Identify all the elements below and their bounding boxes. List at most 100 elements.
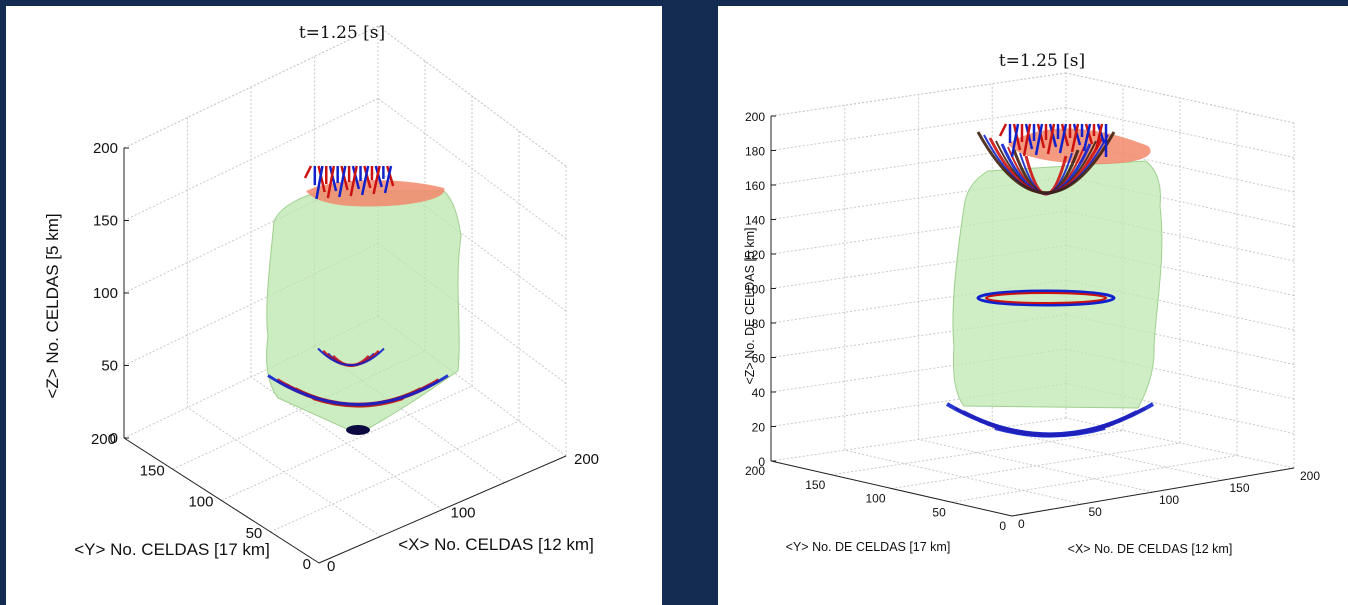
z-tick-label: 100 xyxy=(93,285,118,302)
zlabel-right: <Z> No. DE CELDAS [5 km] xyxy=(743,228,757,385)
y-axis xyxy=(123,437,320,564)
y-tick-label: 100 xyxy=(188,494,213,511)
y-tick-label: 100 xyxy=(865,492,885,506)
z-tick-label: 200 xyxy=(93,140,118,157)
wall-grid-h xyxy=(123,170,379,294)
x-tick-label: 200 xyxy=(1300,469,1320,483)
ylabel-left: <Y> No. CELDAS [17 km] xyxy=(74,540,270,559)
top-surface-right xyxy=(1008,128,1151,164)
surface-wave-spike xyxy=(363,165,372,189)
horizontal-ring xyxy=(985,292,1107,304)
wall-grid-h xyxy=(123,25,379,149)
z-tick-label: 100 xyxy=(745,283,765,297)
wall-grid-h xyxy=(1065,383,1295,434)
floor-grid-y xyxy=(831,430,1124,476)
wavefronts-left xyxy=(267,165,449,435)
wavefront-arc xyxy=(976,131,1116,195)
wall-grid-h xyxy=(123,243,379,366)
wall-grid-h xyxy=(377,98,567,239)
title-left: t=1.25 [s] xyxy=(299,23,385,43)
y-tick-label: 200 xyxy=(745,464,765,478)
x-axis xyxy=(1011,467,1295,517)
z-tick-label: 60 xyxy=(752,352,766,366)
surface-wave-spike xyxy=(315,165,324,200)
x-tick-label: 100 xyxy=(1159,493,1179,507)
y-tick-label: 200 xyxy=(91,431,116,448)
surface-wave-spike xyxy=(383,165,393,194)
z-tick-label: 160 xyxy=(745,179,765,193)
floor-grid-y xyxy=(891,442,1181,489)
xlabel-left: <X> No. CELDAS [12 km] xyxy=(398,535,594,554)
wall-grid-h xyxy=(1065,72,1295,124)
y-tick-label: 50 xyxy=(246,525,263,542)
surface-wave-spike xyxy=(1036,123,1046,149)
surface-wave-spike xyxy=(317,165,326,193)
wall-grid-h xyxy=(377,25,567,167)
z-tick-label: 40 xyxy=(752,386,766,400)
surface-wave-spike xyxy=(349,165,358,197)
wall-grid-h xyxy=(1065,107,1295,158)
wall-grid-h xyxy=(377,170,567,312)
surface-wave-spike xyxy=(385,165,395,187)
wavefront-arc xyxy=(267,374,449,406)
z-tick-label: 150 xyxy=(93,213,118,230)
floor-grid-y xyxy=(270,420,520,533)
z-tick-label: 80 xyxy=(752,317,766,331)
wall-grid-h xyxy=(1065,348,1295,400)
floor-grid-y xyxy=(221,385,473,501)
surface-wave-spike xyxy=(326,165,336,199)
wavefront-arc xyxy=(317,347,385,367)
surface-wave-spike xyxy=(338,165,347,198)
y-tick-label: 0 xyxy=(303,556,311,573)
plot-panel-left: 0 50 100 150 200 0 50 100 150 200 0 100 200 t=1.25 [… xyxy=(6,6,662,605)
focus-spot xyxy=(346,425,370,435)
wall-grid-h xyxy=(1065,245,1295,296)
floor-grid-x xyxy=(918,439,1154,493)
x-tick-label: 50 xyxy=(1089,505,1103,519)
surface-wave-spike xyxy=(374,165,383,188)
wall-grid-h xyxy=(377,243,567,384)
wall-grid-h xyxy=(770,72,1067,117)
z-tick-label: 120 xyxy=(745,248,765,262)
x-axis xyxy=(318,455,567,564)
z-tick-label: 200 xyxy=(745,110,765,124)
y-tick-label: 150 xyxy=(805,478,825,492)
x-tick-label: 150 xyxy=(1230,481,1250,495)
plot-right-svg: 0204060801001201401601802000501001502000… xyxy=(743,51,1320,556)
z-tick-label: 50 xyxy=(101,358,118,375)
surface-wave-spike xyxy=(1082,123,1092,152)
surface-wave-spike xyxy=(1094,123,1104,151)
z-tick-label: 180 xyxy=(745,145,765,159)
z-tick-label: 20 xyxy=(752,421,766,435)
grid-right xyxy=(770,72,1295,517)
wall-grid-h xyxy=(123,98,379,221)
surface-wave-spike xyxy=(372,165,381,195)
plot-panel-right: 0 20 40 60 80 100 120 140 160 180 200 0 50 100 150 200 0… xyxy=(718,6,1348,605)
z-tick-label: 0 xyxy=(110,430,118,447)
y-tick-label: 150 xyxy=(140,462,165,479)
surface-wave-spike xyxy=(1024,123,1034,150)
surface-wave-spike xyxy=(328,165,338,192)
surface-wave-spike xyxy=(1034,123,1044,156)
x-tick-label: 0 xyxy=(1018,517,1025,531)
y-tick-label: 50 xyxy=(932,505,946,519)
surface-wave-spike xyxy=(1058,123,1068,154)
z-tick-label: 140 xyxy=(745,214,765,228)
floor-grid-x xyxy=(314,346,505,484)
xlabel-right: <X> No. DE CELDAS [12 km] xyxy=(1068,542,1233,556)
surface-wave-spike xyxy=(303,165,313,179)
wall-grid-h xyxy=(770,107,1067,151)
x-tick-label: 100 xyxy=(451,505,476,522)
wavefronts-right xyxy=(945,123,1155,438)
axes-right: 0204060801001201401601802000501001502000… xyxy=(745,110,1320,533)
wall-grid-h xyxy=(1065,279,1295,331)
surface-wave-spike xyxy=(1022,123,1032,157)
x-tick-label: 0 xyxy=(327,558,335,575)
y-tick-label: 0 xyxy=(999,519,1006,533)
ylabel-right: <Y> No. DE CELDAS [17 km] xyxy=(786,540,951,554)
wavefront-arc xyxy=(945,402,1155,437)
surface-wave-spike xyxy=(1012,123,1022,151)
surface-wave-spike xyxy=(1010,123,1020,158)
